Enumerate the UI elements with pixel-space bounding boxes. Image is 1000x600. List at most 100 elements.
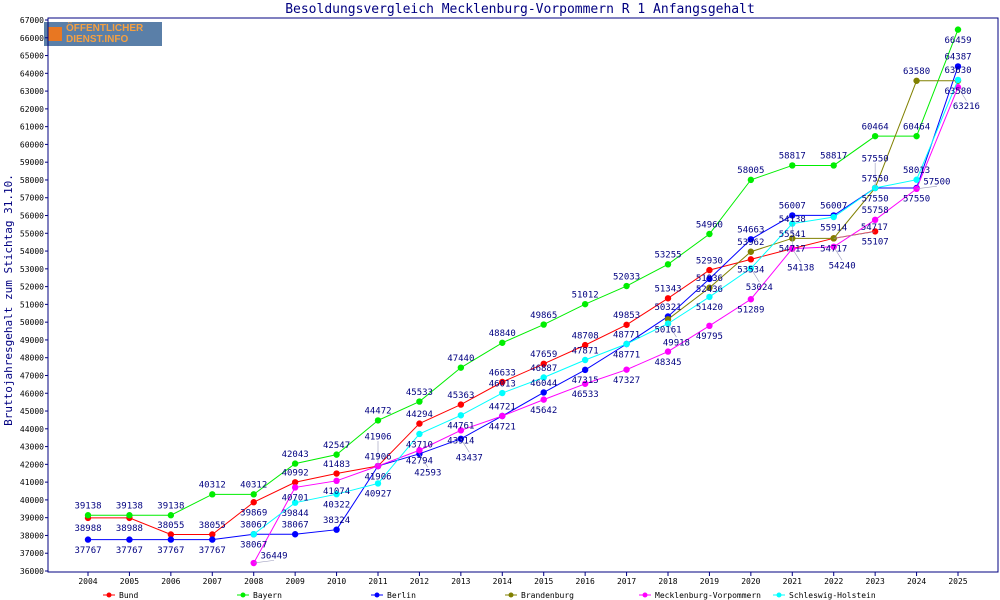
data-label: 50321 — [654, 303, 681, 313]
data-label: 49853 — [613, 311, 640, 321]
data-point — [291, 479, 299, 486]
y-tick-label: 44000 — [20, 425, 44, 434]
y-tick-label: 53000 — [20, 265, 44, 274]
data-point — [457, 412, 465, 419]
data-label: 50161 — [654, 326, 681, 336]
label-leader — [833, 231, 875, 239]
data-label: 39844 — [282, 509, 309, 519]
logo-icon — [48, 27, 62, 41]
data-point — [499, 378, 506, 386]
data-label: 47659 — [530, 350, 557, 360]
data-point — [499, 389, 506, 397]
data-label: 56007 — [779, 202, 806, 212]
y-tick-label: 54000 — [20, 247, 44, 256]
data-label: 54138 — [779, 215, 806, 225]
data-point — [209, 531, 216, 538]
chart-title: Besoldungsvergleich Mecklenburg-Vorpomme… — [285, 2, 755, 17]
data-point — [747, 265, 755, 272]
data-label: 40312 — [199, 481, 226, 491]
series-line — [88, 66, 959, 541]
data-point — [581, 356, 589, 364]
x-tick-label: 2012 — [410, 577, 429, 586]
data-point — [250, 499, 257, 506]
data-label: 42593 — [414, 469, 441, 479]
data-label: 49795 — [696, 332, 723, 342]
y-tick-label: 37000 — [20, 549, 44, 558]
data-label: 38055 — [157, 521, 184, 531]
data-label: 47871 — [572, 346, 599, 356]
data-label: 38988 — [116, 524, 143, 534]
data-point — [871, 132, 879, 140]
data-point — [581, 366, 589, 374]
data-point — [789, 212, 796, 219]
data-label: 44721 — [489, 402, 516, 412]
data-point — [706, 275, 713, 283]
label-leader — [667, 323, 677, 338]
data-label: 58013 — [903, 166, 930, 176]
data-point — [291, 484, 299, 491]
data-point — [623, 366, 630, 373]
data-label: 39138 — [116, 502, 143, 512]
data-point — [747, 176, 755, 184]
data-point — [209, 491, 216, 498]
legend-marker — [106, 592, 112, 598]
series-bund — [84, 228, 879, 538]
y-tick-label: 62000 — [20, 105, 44, 114]
data-label: 52930 — [696, 256, 723, 266]
data-label: 43914 — [447, 437, 474, 447]
data-point — [126, 512, 133, 519]
data-label: 39869 — [240, 509, 267, 519]
data-point — [954, 76, 962, 84]
data-point — [913, 176, 920, 183]
data-point — [374, 417, 382, 424]
data-label: 47327 — [613, 376, 640, 386]
label-leader — [957, 87, 967, 101]
data-label: 37767 — [74, 546, 101, 556]
data-point — [209, 536, 216, 543]
data-label: 51289 — [737, 306, 764, 316]
y-tick-label: 63000 — [20, 87, 44, 96]
data-label: 55914 — [820, 223, 847, 233]
data-label: 48771 — [613, 330, 640, 340]
x-tick-label: 2011 — [368, 577, 387, 586]
legend-label: Mecklenburg-Vorpommern — [655, 591, 761, 600]
data-point — [623, 282, 630, 290]
data-label: 55758 — [862, 206, 889, 216]
data-label: 57550 — [862, 154, 889, 164]
data-label: 38067 — [282, 521, 309, 531]
label-leader — [460, 438, 470, 453]
data-point — [871, 216, 879, 224]
data-label: 43710 — [406, 440, 433, 450]
y-tick-label: 50000 — [20, 318, 44, 327]
x-tick-label: 2015 — [534, 577, 553, 586]
data-point — [416, 430, 423, 438]
x-tick-label: 2007 — [203, 577, 222, 586]
data-point — [291, 531, 299, 538]
data-label: 42547 — [323, 441, 350, 451]
legend-label: Bayern — [253, 591, 282, 600]
data-label: 63580 — [903, 67, 930, 77]
data-label: 58817 — [820, 152, 847, 162]
y-tick-label: 46000 — [20, 389, 44, 398]
data-label: 46533 — [572, 390, 599, 400]
data-label: 38067 — [240, 541, 267, 551]
data-label: 46887 — [530, 364, 557, 374]
data-point — [499, 339, 506, 346]
data-label: 66459 — [944, 36, 971, 46]
data-point — [540, 374, 547, 381]
y-tick-label: 39000 — [20, 514, 44, 523]
data-point — [457, 435, 465, 443]
y-tick-label: 48000 — [20, 354, 44, 363]
data-point — [250, 491, 257, 498]
data-point — [84, 536, 92, 543]
series-schleswig-holstein — [250, 76, 962, 538]
data-point — [623, 321, 630, 328]
data-label: 48840 — [489, 329, 516, 339]
data-point — [747, 256, 755, 263]
data-label: 36449 — [260, 552, 287, 562]
data-point — [581, 300, 589, 308]
data-point — [333, 490, 340, 498]
x-tick-label: 2017 — [617, 577, 636, 586]
data-point — [706, 293, 713, 301]
